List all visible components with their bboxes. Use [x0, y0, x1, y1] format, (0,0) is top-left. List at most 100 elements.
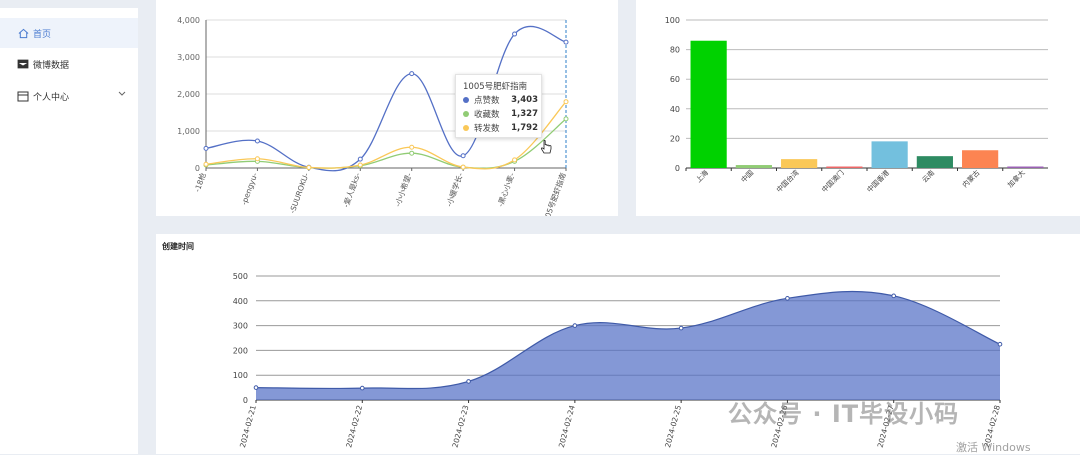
data-point[interactable]: [254, 156, 260, 162]
y-tick-label: 0: [243, 396, 248, 405]
data-point[interactable]: [253, 385, 259, 390]
x-tick-label: -pengyu-: [239, 171, 259, 206]
x-tick-label: 2024-02-21: [238, 404, 258, 449]
x-tick-label: 加拿大: [1006, 168, 1027, 189]
y-tick-label: 500: [233, 272, 248, 281]
x-tick-label: -爱人是ks-: [341, 171, 362, 208]
x-tick-label: 中国澳门: [820, 168, 846, 194]
data-point[interactable]: [512, 31, 518, 37]
legend-dot: [463, 97, 469, 103]
tooltip-series-name: 收藏数: [474, 110, 500, 120]
legend-dot: [463, 125, 469, 131]
y-tick-label: 40: [670, 105, 680, 114]
profile-icon: [15, 91, 31, 102]
x-tick-label: -SUUROKU-: [288, 171, 311, 214]
bar[interactable]: [962, 150, 999, 168]
data-point[interactable]: [359, 385, 365, 391]
home-icon: [15, 28, 31, 39]
data-point[interactable]: [512, 157, 518, 163]
data-point[interactable]: [254, 138, 260, 144]
x-tick-label: 2024-02-23: [451, 404, 471, 449]
bar[interactable]: [826, 166, 863, 168]
y-tick-label: 1,000: [177, 127, 200, 136]
x-tick-label: 2024-02-25: [663, 404, 683, 449]
y-tick-label: 100: [665, 16, 680, 25]
y-tick-label: 400: [233, 297, 248, 306]
sidebar-item-home[interactable]: 首页: [0, 18, 138, 48]
y-tick-label: 3,000: [177, 53, 200, 62]
x-tick-label: -黑心小麦-: [495, 171, 517, 208]
x-tick-label: 中国香港: [865, 168, 891, 194]
area-chart[interactable]: 创建时间 0 100 200 300 400 500 2024-02-21 2024-02-22…: [156, 234, 1080, 454]
sidebar-item-label: 首页: [33, 29, 52, 40]
y-tick-label: 2,000: [177, 90, 200, 99]
bar[interactable]: [781, 159, 818, 168]
x-tick-label: 中国台湾: [774, 168, 800, 194]
y-tick-label: 4,000: [177, 16, 200, 25]
data-point[interactable]: [409, 144, 415, 150]
data-point[interactable]: [891, 293, 897, 299]
data-point[interactable]: [357, 156, 363, 162]
data-point[interactable]: [203, 161, 209, 167]
data-point[interactable]: [409, 150, 415, 156]
x-tick-label: -小小希望-: [392, 171, 414, 208]
sidebar-item-label: 个人中心: [33, 92, 70, 103]
sidebar: 首页 微博数据 个人中心: [0, 8, 138, 454]
series-line: [255, 290, 1001, 390]
legend-dot: [463, 111, 469, 117]
x-tick-label: 云南: [920, 168, 936, 184]
data-point[interactable]: [466, 379, 471, 384]
chevron-down-icon[interactable]: [118, 90, 126, 100]
sidebar-item-weibo-data[interactable]: 微博数据: [0, 49, 138, 79]
bar[interactable]: [1007, 166, 1044, 168]
y-tick-label: 300: [233, 322, 248, 331]
y-tick-label: 20: [670, 134, 680, 143]
data-point[interactable]: [460, 164, 466, 170]
tooltip-row: 点赞数 3,403: [463, 94, 538, 106]
tooltip-series-value: 3,403: [511, 95, 538, 105]
tooltip-title: 1005号肥虾指南: [463, 82, 528, 92]
x-tick-label: -18枪: [192, 171, 208, 193]
weibo-data-icon: [15, 59, 31, 69]
tooltip-series-name: 转发数: [474, 124, 500, 134]
x-tick-label: 2024-02-22: [344, 404, 364, 449]
y-tick-label: 80: [670, 46, 680, 55]
data-point[interactable]: [785, 296, 790, 301]
tooltip-row: 收藏数 1,327: [463, 108, 538, 120]
watermark: 公众号 · IT毕设小码: [728, 400, 960, 428]
x-tick-label: 1005号肥虾指南: [539, 171, 568, 216]
bar[interactable]: [871, 141, 908, 168]
x-tick-label: 上海: [694, 168, 710, 184]
data-point[interactable]: [357, 162, 363, 168]
data-point[interactable]: [997, 341, 1003, 347]
data-point[interactable]: [460, 153, 466, 159]
tooltip-row: 转发数 1,792: [463, 122, 538, 134]
data-point[interactable]: [563, 99, 569, 105]
data-point[interactable]: [563, 116, 569, 122]
y-tick-label: 200: [233, 346, 248, 355]
tooltip-series-name: 点赞数: [474, 96, 500, 106]
chart-title: 创建时间: [161, 241, 194, 251]
sidebar-item-profile[interactable]: 个人中心: [0, 81, 138, 111]
y-tick-label: 0: [195, 164, 200, 173]
bar[interactable]: [690, 40, 727, 168]
y-tick-label: 0: [675, 164, 680, 173]
x-tick-label: -小暖学长-: [444, 171, 466, 208]
data-point[interactable]: [563, 39, 569, 45]
series-line: [205, 26, 567, 172]
data-point[interactable]: [203, 145, 209, 151]
y-tick-label: 60: [670, 75, 680, 84]
bar-chart[interactable]: 0 20 40 60 80 100 上海 中国 中国台湾 中国澳门 中国香港 云南 内蒙古 加拿大: [636, 0, 1080, 216]
data-point[interactable]: [572, 323, 578, 328]
bar[interactable]: [916, 156, 953, 168]
windows-activation-text: 激活 Windows: [956, 441, 1031, 454]
x-tick-label: 中国: [739, 168, 755, 184]
data-point[interactable]: [409, 71, 415, 77]
x-tick-label: 2024-02-24: [557, 404, 577, 449]
bar[interactable]: [735, 165, 772, 168]
line-chart[interactable]: 0 1,000 2,000 3,000 4,000 -18枪 -pengyu- -SUUROK…: [156, 0, 618, 216]
sidebar-item-label: 微博数据: [33, 60, 70, 71]
data-point[interactable]: [678, 325, 684, 331]
data-point[interactable]: [306, 164, 312, 170]
area-fill: [256, 291, 1000, 400]
